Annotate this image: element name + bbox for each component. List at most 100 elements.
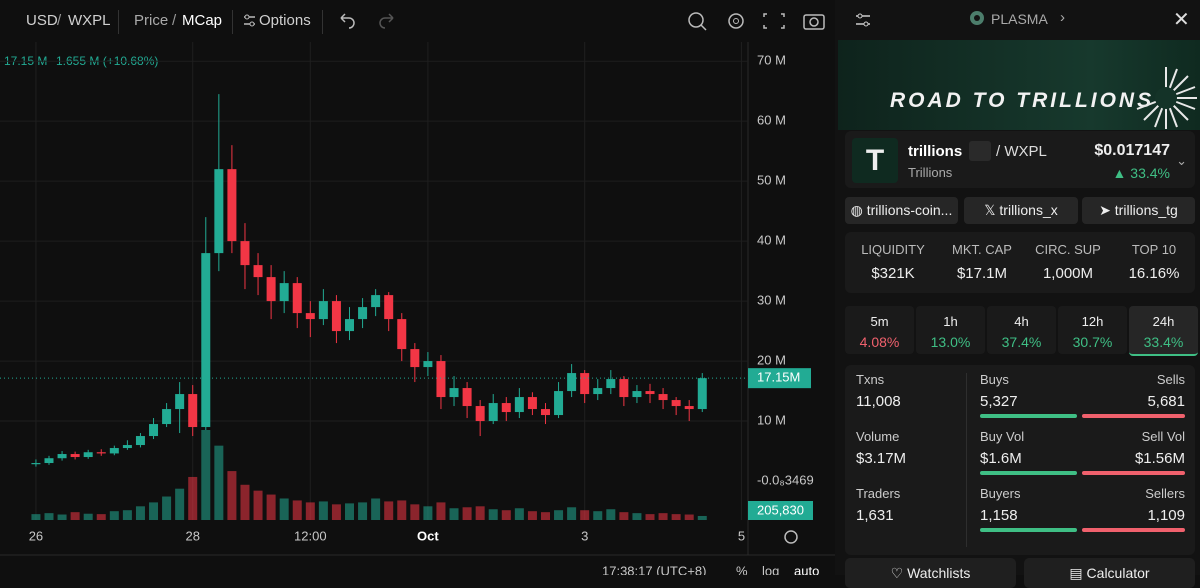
sell-value: 5,681 bbox=[1147, 393, 1185, 410]
volume-bar bbox=[684, 514, 694, 520]
link-button[interactable]: ➤ trillions_tg bbox=[1082, 197, 1195, 224]
candle-body bbox=[122, 445, 132, 449]
volume-bar bbox=[371, 498, 381, 520]
volume-bar bbox=[619, 512, 629, 520]
volume-bar bbox=[83, 513, 93, 520]
chain[interactable]: PLASMA bbox=[991, 11, 1048, 27]
candle-body bbox=[554, 391, 564, 416]
banner: ROAD TO TRILLIONS bbox=[838, 40, 1200, 130]
axis-settings[interactable] bbox=[784, 530, 798, 544]
volume-bar bbox=[384, 501, 394, 520]
candle-body bbox=[697, 378, 707, 410]
y-tick-label: 50 M bbox=[757, 173, 786, 188]
divider bbox=[966, 373, 967, 547]
volume-bar bbox=[501, 510, 511, 520]
candle-body bbox=[188, 394, 198, 428]
token-panel: PLASMA › ✕ ROAD TO TRILLIONS T trillions… bbox=[835, 0, 1200, 588]
status-percent[interactable]: % bbox=[736, 563, 748, 575]
currency[interactable]: USD bbox=[26, 12, 58, 29]
candle-body bbox=[305, 313, 315, 320]
sell-bar bbox=[1082, 528, 1185, 532]
token-name: Trillions bbox=[908, 165, 953, 180]
volume-bar bbox=[214, 445, 224, 520]
sell-value: 1,109 bbox=[1147, 507, 1185, 524]
close-icon[interactable]: ✕ bbox=[1173, 9, 1190, 31]
timeframe-tab[interactable]: 24h 33.4% bbox=[1129, 306, 1198, 356]
volume-bar bbox=[658, 513, 668, 520]
volume-bar bbox=[462, 507, 472, 520]
timeframe-tab[interactable]: 1h 13.0% bbox=[916, 306, 985, 354]
link-button[interactable]: ◍ trillions-coin... bbox=[845, 197, 958, 224]
filter-icon[interactable] bbox=[855, 12, 871, 28]
candle-body bbox=[109, 448, 119, 454]
x-tick-label: Oct bbox=[417, 528, 439, 543]
candle-body bbox=[567, 373, 577, 392]
candle-body bbox=[266, 277, 276, 302]
divider bbox=[232, 10, 233, 34]
timeframe-tab[interactable]: 12h 30.7% bbox=[1058, 306, 1127, 354]
banner-burst bbox=[1136, 67, 1197, 129]
status-auto[interactable]: auto bbox=[794, 563, 819, 575]
quote[interactable]: WXPL bbox=[68, 12, 111, 29]
candle-body bbox=[331, 301, 341, 332]
y-tick-label: 30 M bbox=[757, 293, 786, 308]
candle-body bbox=[135, 436, 145, 446]
chart-bg bbox=[0, 0, 835, 575]
volume-bar bbox=[331, 504, 341, 520]
sell-label: Sells bbox=[1156, 372, 1185, 387]
timeframe-tab[interactable]: 4h 37.4% bbox=[987, 306, 1056, 354]
action-button[interactable]: ♡ Watchlists bbox=[845, 558, 1016, 588]
candle-body bbox=[619, 379, 629, 398]
volume-bar bbox=[514, 508, 524, 520]
axis-bottom-label: -0.0₈3469 bbox=[757, 472, 814, 487]
mcap-toggle[interactable]: MCap bbox=[182, 12, 223, 29]
status-log[interactable]: log bbox=[762, 563, 779, 575]
x-tick-label: 12:00 bbox=[294, 528, 327, 543]
buy-label: Buyers bbox=[980, 486, 1021, 501]
volume-bar bbox=[96, 514, 106, 520]
token-logo: T bbox=[852, 138, 898, 183]
candle-body bbox=[462, 388, 472, 407]
stat-value: 1,000M bbox=[1042, 265, 1094, 282]
link-button[interactable]: 𝕏 trillions_x bbox=[964, 197, 1078, 224]
candle-body bbox=[410, 349, 420, 368]
stat-label: TOP 10 bbox=[1131, 242, 1177, 257]
volume-bar bbox=[44, 513, 54, 520]
price-toggle[interactable]: Price bbox=[134, 12, 169, 29]
copy-icon[interactable] bbox=[969, 141, 991, 161]
undo-redo[interactable] bbox=[337, 12, 397, 30]
candle-body bbox=[358, 307, 368, 320]
buy-value: 5,327 bbox=[980, 393, 1018, 410]
options[interactable]: Options bbox=[259, 12, 311, 29]
volume-bar bbox=[554, 510, 564, 520]
metric-label: Traders bbox=[856, 486, 901, 501]
volume-bar bbox=[57, 514, 67, 520]
volume-bar bbox=[240, 484, 250, 520]
y-tick-label: 70 M bbox=[757, 53, 786, 68]
buy-value: $1.6M bbox=[980, 450, 1022, 467]
metric-value: 1,631 bbox=[856, 507, 894, 524]
volume-bar bbox=[266, 494, 276, 520]
buy-label: Buy Vol bbox=[980, 429, 1025, 444]
candle-body bbox=[514, 397, 524, 413]
options-icon bbox=[244, 14, 255, 27]
volume-bar bbox=[227, 471, 237, 520]
timeframe-label: 1h bbox=[943, 314, 958, 329]
volume-bar bbox=[488, 509, 498, 520]
action-button[interactable]: ▤ Calculator bbox=[1024, 558, 1195, 588]
sell-label: Sellers bbox=[1145, 486, 1185, 501]
volume-bar bbox=[201, 430, 211, 520]
candle-body bbox=[371, 295, 381, 308]
token-price: $0.017147 bbox=[1094, 142, 1170, 159]
timeframe-tab[interactable]: 5m 4.08% bbox=[845, 306, 914, 354]
volume-bar bbox=[188, 476, 198, 520]
candle-body bbox=[345, 319, 355, 332]
sell-label: Sell Vol bbox=[1141, 429, 1185, 444]
chart-tools[interactable] bbox=[685, 9, 830, 33]
volume-bar bbox=[175, 488, 185, 520]
stats-card: LIQUIDITY $321K MKT. CAP $17.1M CIRC. SUP 1,0… bbox=[845, 232, 1195, 293]
volume-bar bbox=[109, 511, 119, 520]
volume-bar bbox=[645, 514, 655, 520]
candle-body bbox=[397, 319, 407, 350]
stat-value: $321K bbox=[871, 265, 915, 282]
